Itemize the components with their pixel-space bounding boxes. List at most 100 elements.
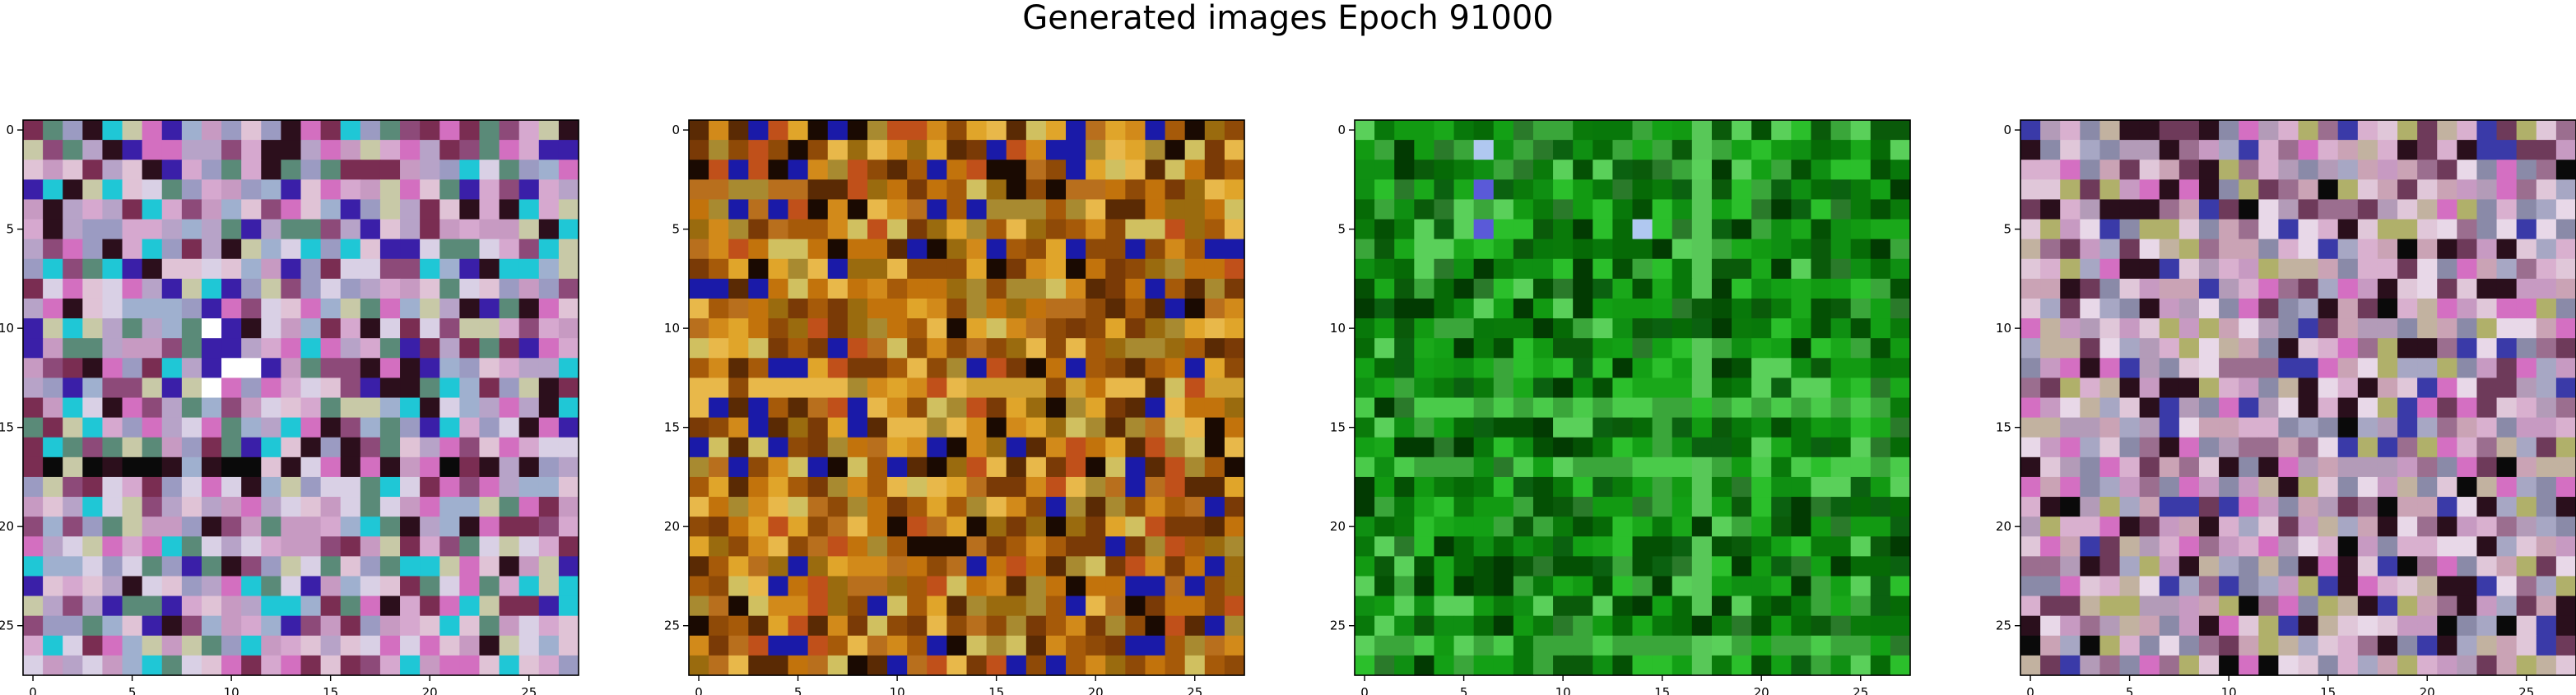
pixel-cell <box>420 556 440 577</box>
pixel-cell <box>2298 278 2319 299</box>
pixel-cell <box>2437 595 2457 617</box>
pixel-cell <box>2159 179 2180 201</box>
pixel-cell <box>2496 497 2518 517</box>
pixel-cell <box>400 258 421 280</box>
pixel-cell <box>2139 378 2160 399</box>
pixel-cell <box>2278 278 2299 299</box>
pixel-cell <box>181 556 202 577</box>
pixel-cell <box>2178 219 2200 240</box>
pixel-cell <box>400 655 421 676</box>
pixel-cell <box>538 140 560 160</box>
pixel-cell <box>82 595 104 617</box>
pixel-cell <box>241 239 262 260</box>
pixel-cell <box>63 120 83 141</box>
pixel-cell <box>360 358 381 378</box>
pixel-cell <box>201 120 222 141</box>
pixel-cell <box>2298 358 2319 378</box>
pixel-cell <box>479 140 500 160</box>
pixel-cell <box>2377 140 2398 160</box>
pixel-cell <box>459 497 481 517</box>
pixel-cell <box>2258 615 2279 637</box>
pixel-cell <box>360 655 381 676</box>
pixel-cell <box>2159 338 2180 359</box>
pixel-cell <box>420 318 440 339</box>
pixel-cell <box>2258 378 2279 399</box>
pixel-cell <box>2417 655 2438 676</box>
pixel-cell <box>2159 239 2180 260</box>
pixel-cell <box>122 456 143 478</box>
pixel-cell <box>281 595 302 617</box>
pixel-cell <box>2377 497 2398 517</box>
pixel-cell <box>479 318 500 339</box>
pixel-cell <box>518 338 540 359</box>
pixel-cell <box>2080 179 2101 201</box>
pixel-cell <box>2298 497 2319 517</box>
pixel-cell <box>2377 338 2398 359</box>
pixel-cell <box>2516 160 2537 180</box>
pixel-cell <box>23 199 44 220</box>
pixel-cell <box>538 476 560 498</box>
pixel-cell <box>122 576 143 597</box>
pixel-cell <box>2397 635 2418 656</box>
pixel-cell <box>2536 258 2557 280</box>
pixel-cell <box>23 417 44 438</box>
pixel-cell <box>2476 476 2498 498</box>
pixel-cell <box>2278 655 2299 676</box>
pixel-cell <box>360 199 381 220</box>
pixel-cell <box>2457 219 2478 240</box>
pixel-cell <box>379 655 401 676</box>
pixel-cell <box>538 120 560 141</box>
pixel-cell <box>2337 120 2359 141</box>
pixel-cell <box>2476 556 2498 577</box>
pixel-cell <box>2476 160 2498 180</box>
pixel-cell <box>379 476 401 498</box>
pixel-cell <box>2139 576 2160 597</box>
pixel-cell <box>2178 358 2200 378</box>
pixel-cell <box>63 258 83 280</box>
pixel-cell <box>459 179 481 201</box>
pixel-cell <box>2397 318 2418 339</box>
pixel-cell <box>320 298 342 319</box>
pixel-cell <box>23 655 44 676</box>
pixel-cell <box>2437 338 2457 359</box>
pixel-cell <box>142 517 163 537</box>
pixel-cell <box>2357 497 2378 517</box>
pixel-cell <box>2219 378 2239 399</box>
y-tick-label: 5 <box>6 222 14 237</box>
pixel-cell <box>2080 120 2101 141</box>
x-tick-label: 20 <box>2420 685 2435 695</box>
pixel-cell <box>2198 456 2220 478</box>
pixel-cell <box>2536 655 2557 676</box>
pixel-cell <box>400 160 421 180</box>
pixel-cell <box>2159 556 2180 577</box>
pixel-cell <box>2298 456 2319 478</box>
pixel-cell <box>2298 635 2319 656</box>
pixel-cell <box>518 318 540 339</box>
pixel-cell <box>2198 179 2220 201</box>
pixel-cell <box>518 556 540 577</box>
pixel-cell <box>2516 199 2537 220</box>
pixel-cell <box>102 615 123 637</box>
pixel-cell <box>2219 417 2239 438</box>
pixel-cell <box>2099 655 2121 676</box>
pixel-cell <box>161 179 183 201</box>
pixel-cell <box>420 338 440 359</box>
pixel-cell <box>2020 278 2041 299</box>
pixel-cell <box>221 536 242 557</box>
pixel-cell <box>439 635 460 656</box>
pixel-cell <box>439 556 460 577</box>
pixel-cell <box>2119 556 2141 577</box>
pixel-cell <box>2357 595 2378 617</box>
pixel-cell <box>82 378 104 399</box>
pixel-cell <box>122 476 143 498</box>
pixel-cell <box>2159 258 2180 280</box>
pixel-cell <box>2298 595 2319 617</box>
pixel-cell <box>102 576 123 597</box>
pixel-cell <box>43 298 63 319</box>
y-tick-label: 10 <box>1996 321 2011 336</box>
pixel-cell <box>420 160 440 180</box>
pixel-cell <box>181 140 202 160</box>
pixel-cell <box>2159 517 2180 537</box>
pixel-cell <box>2080 417 2101 438</box>
pixel-cell <box>2377 199 2398 220</box>
